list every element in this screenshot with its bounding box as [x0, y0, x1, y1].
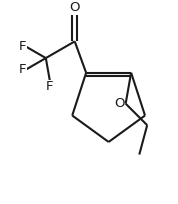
Text: F: F [46, 80, 54, 93]
Text: O: O [114, 97, 125, 110]
Text: F: F [19, 40, 26, 53]
Text: F: F [19, 63, 26, 76]
Text: O: O [69, 1, 80, 14]
